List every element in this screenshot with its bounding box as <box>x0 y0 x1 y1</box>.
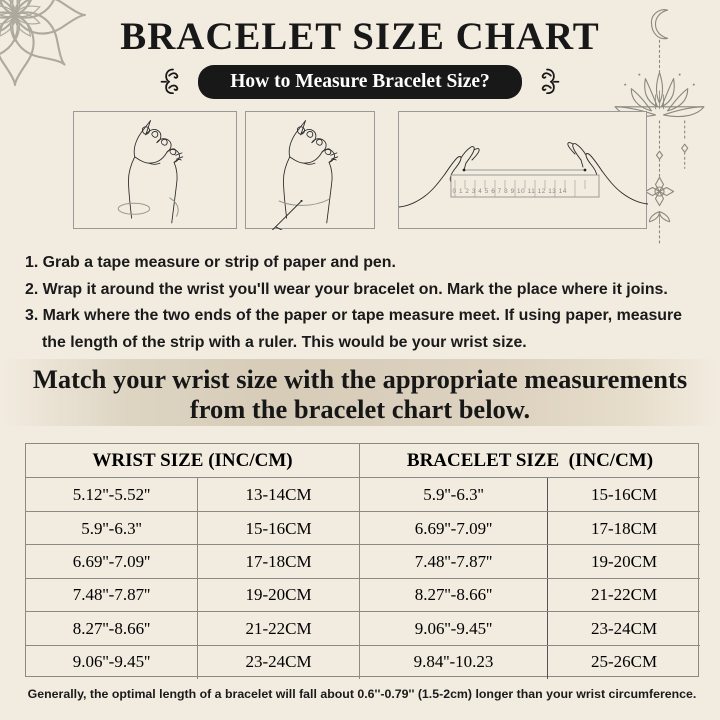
svg-text:0 1 2 3 4 5 6 7 8 9 10 11 12 1: 0 1 2 3 4 5 6 7 8 9 10 11 12 13 14 <box>453 188 567 195</box>
